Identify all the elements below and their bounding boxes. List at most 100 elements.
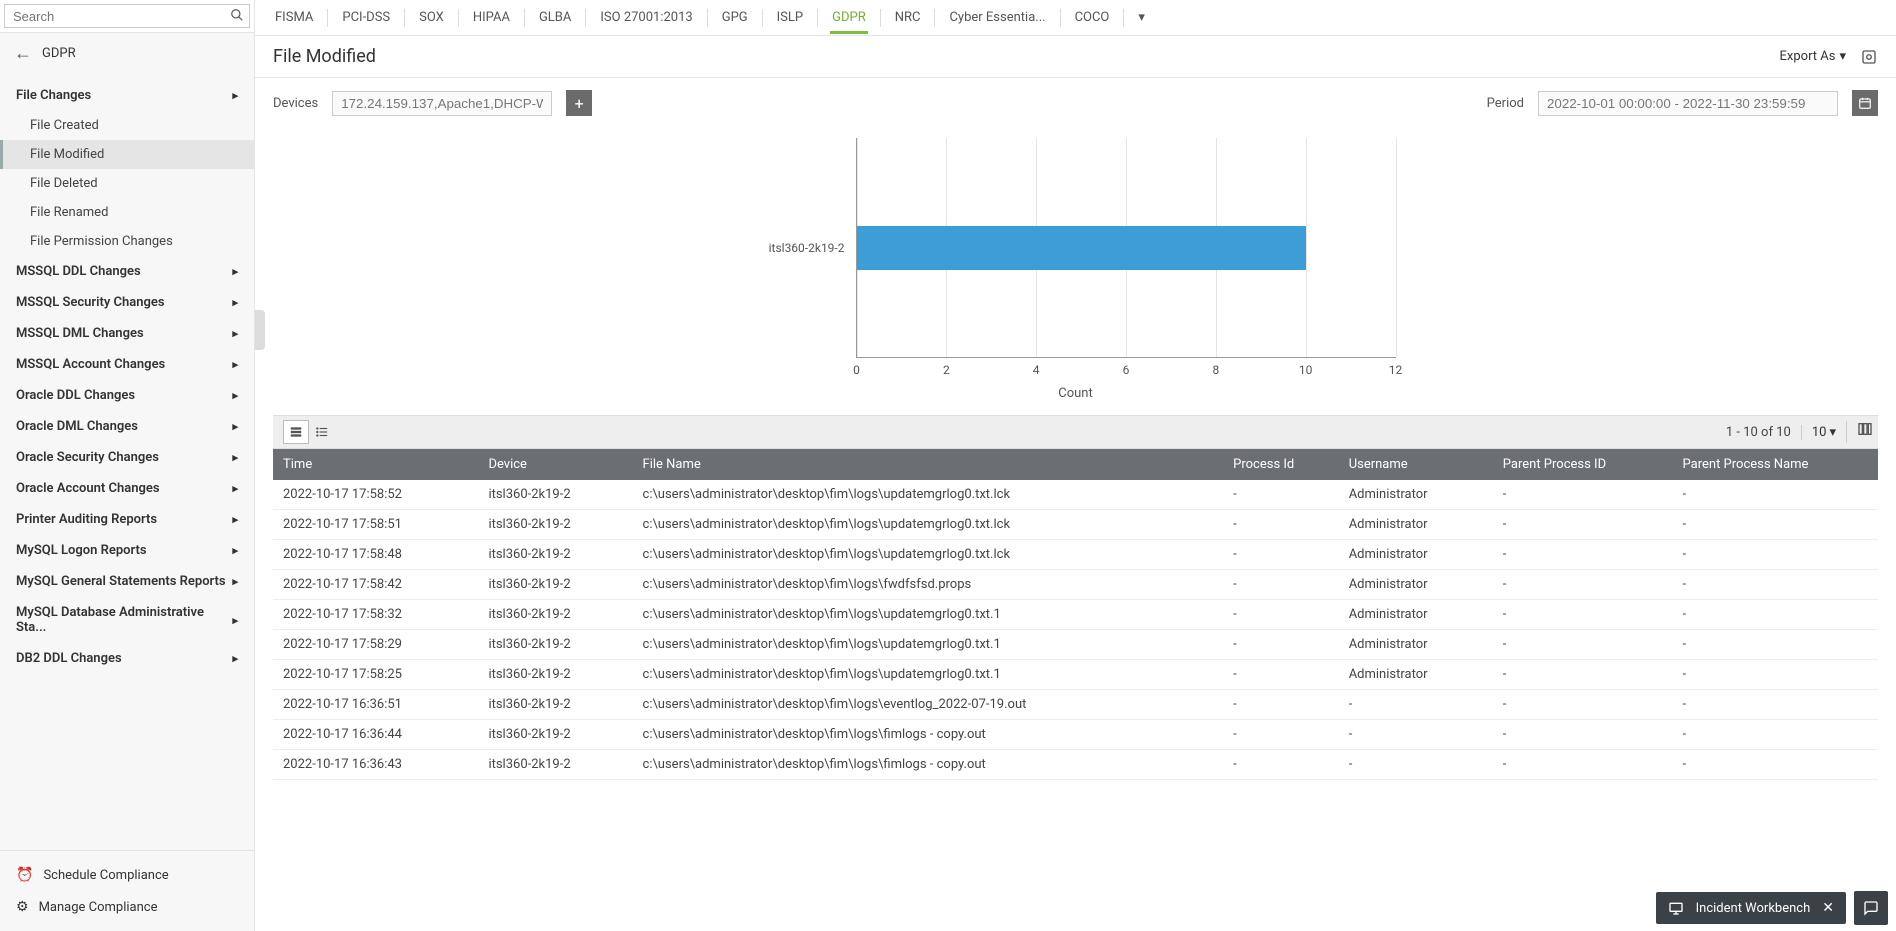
sidebar-group[interactable]: Oracle DML Changes▸ [0,411,254,442]
sidebar-group[interactable]: File Changes▸ [0,80,254,111]
table-cell: - [1493,630,1673,660]
tab[interactable]: ISO 27001:2013 [588,2,704,33]
table-row[interactable]: 2022-10-17 17:58:42itsl360-2k19-2c:\user… [273,570,1878,600]
table-cell: - [1493,720,1673,750]
table-header-cell[interactable]: Device [478,449,632,480]
table-row[interactable]: 2022-10-17 17:58:52itsl360-2k19-2c:\user… [273,480,1878,510]
chart-bar[interactable] [857,226,1306,270]
incident-workbench-button[interactable]: Incident Workbench ✕ [1656,892,1846,924]
chat-icon[interactable] [1854,891,1888,925]
table-header-cell[interactable]: Username [1339,449,1493,480]
tab[interactable]: GPG [710,2,760,33]
sidebar-item[interactable]: File Deleted [0,169,254,198]
table-cell: 2022-10-17 16:36:43 [273,750,478,780]
sidebar-group[interactable]: MySQL General Statements Reports▸ [0,566,254,597]
table-row[interactable]: 2022-10-17 17:58:25itsl360-2k19-2c:\user… [273,660,1878,690]
table-cell: 2022-10-17 17:58:52 [273,480,478,510]
column-settings-button[interactable] [1846,421,1868,443]
search-box [0,0,254,33]
sidebar-group[interactable]: MSSQL DDL Changes▸ [0,256,254,287]
view-list-button[interactable] [309,420,335,444]
table-cell: - [1673,600,1878,630]
sidebar-collapse-handle[interactable] [255,310,265,350]
tab[interactable]: ISLP [765,2,815,33]
tab[interactable]: PCI-DSS [330,2,402,33]
sidebar-item[interactable]: File Created [0,111,254,140]
table-header-cell[interactable]: Time [273,449,478,480]
sidebar-item[interactable]: File Modified [0,140,254,169]
table-header-cell[interactable]: Parent Process Name [1673,449,1878,480]
sidebar-group[interactable]: Oracle Security Changes▸ [0,442,254,473]
search-input[interactable] [4,4,250,28]
export-button[interactable]: Export As ▾ [1780,49,1846,64]
table-cell: - [1493,570,1673,600]
sidebar-group[interactable]: MySQL Database Administrative Sta...▸ [0,597,254,643]
tab[interactable]: COCO [1063,2,1122,33]
page-size-value: 10 [1812,425,1827,440]
table-row[interactable]: 2022-10-17 17:58:32itsl360-2k19-2c:\user… [273,600,1878,630]
table-cell: Administrator [1339,510,1493,540]
search-icon[interactable] [230,8,244,22]
workbench-icon [1668,900,1684,916]
sidebar-item[interactable]: File Permission Changes [0,227,254,256]
table-cell: 2022-10-17 17:58:48 [273,540,478,570]
sidebar-footer-item[interactable]: ⚙ Manage Compliance [0,891,254,923]
table-header-cell[interactable]: Process Id [1223,449,1339,480]
tabs-more-button[interactable]: ▾ [1126,2,1157,33]
table-cell: 2022-10-17 17:58:51 [273,510,478,540]
sidebar-group[interactable]: DB2 DDL Changes▸ [0,643,254,674]
tab[interactable]: FISMA [263,2,325,33]
tab-separator [585,9,586,27]
calendar-icon[interactable] [1852,90,1878,116]
table-row[interactable]: 2022-10-17 17:58:48itsl360-2k19-2c:\user… [273,540,1878,570]
table-header-cell[interactable]: Parent Process ID [1493,449,1673,480]
table-cell: - [1223,750,1339,780]
sidebar-footer: ⏰Schedule Compliance ⚙ Manage Compliance [0,850,254,931]
sidebar-item[interactable]: File Renamed [0,198,254,227]
table-cell: 2022-10-17 16:36:44 [273,720,478,750]
devices-input[interactable] [332,91,552,116]
table-row[interactable]: 2022-10-17 17:58:51itsl360-2k19-2c:\user… [273,510,1878,540]
tab[interactable]: SOX [407,2,456,33]
table-cell: - [1673,690,1878,720]
sidebar-group[interactable]: Printer Auditing Reports▸ [0,504,254,535]
table-cell: Administrator [1339,660,1493,690]
devices-label: Devices [273,96,318,111]
table-cell: itsl360-2k19-2 [478,540,632,570]
close-icon[interactable]: ✕ [1822,900,1834,916]
sidebar-group-label: MySQL General Statements Reports [16,574,226,589]
table-header-cell[interactable]: File Name [633,449,1224,480]
sidebar-group[interactable]: MSSQL Security Changes▸ [0,287,254,318]
sidebar-footer-item[interactable]: ⏰Schedule Compliance [0,859,254,891]
sidebar-group[interactable]: Oracle DDL Changes▸ [0,380,254,411]
tab[interactable]: GLBA [527,2,583,33]
sidebar-group[interactable]: MSSQL DML Changes▸ [0,318,254,349]
tab[interactable]: Cyber Essentia... [937,2,1057,33]
table-cell: itsl360-2k19-2 [478,600,632,630]
chevron-right-icon: ▸ [232,513,238,526]
tab[interactable]: HIPAA [461,2,522,33]
chevron-right-icon: ▸ [232,652,238,665]
gear-icon: ⚙ [16,899,29,915]
table-row[interactable]: 2022-10-17 16:36:44itsl360-2k19-2c:\user… [273,720,1878,750]
pin-icon[interactable] [1860,48,1878,66]
table-cell: - [1673,660,1878,690]
sidebar-footer-label: Manage Compliance [39,900,158,915]
add-device-button[interactable]: + [566,90,592,116]
table-cell: - [1673,540,1878,570]
view-grid-button[interactable] [283,420,309,444]
sidebar-group[interactable]: MySQL Logon Reports▸ [0,535,254,566]
sidebar-group[interactable]: Oracle Account Changes▸ [0,473,254,504]
back-arrow-icon[interactable]: ← [14,43,32,64]
chevron-right-icon: ▸ [232,451,238,464]
sidebar-group[interactable]: MSSQL Account Changes▸ [0,349,254,380]
table-row[interactable]: 2022-10-17 16:36:51itsl360-2k19-2c:\user… [273,690,1878,720]
chevron-right-icon: ▸ [232,482,238,495]
table-row[interactable]: 2022-10-17 17:58:29itsl360-2k19-2c:\user… [273,630,1878,660]
tab[interactable]: NRC [883,2,933,33]
tab[interactable]: GDPR [820,2,878,33]
table-cell: - [1673,630,1878,660]
page-size-select[interactable]: 10 ▾ [1801,425,1846,440]
table-row[interactable]: 2022-10-17 16:36:43itsl360-2k19-2c:\user… [273,750,1878,780]
period-input[interactable] [1538,91,1838,116]
